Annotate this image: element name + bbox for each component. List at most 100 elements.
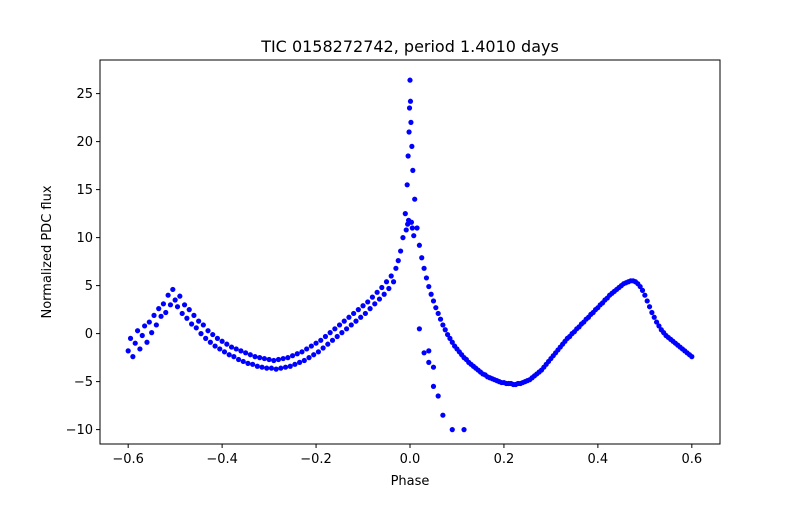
data-point — [186, 307, 192, 313]
y-tick-label: 25 — [76, 87, 93, 102]
data-point — [252, 354, 258, 360]
data-point — [644, 298, 650, 304]
y-tick-label: 0 — [85, 327, 93, 342]
data-point — [217, 346, 223, 352]
data-point — [408, 219, 415, 225]
data-point — [656, 323, 662, 329]
y-tick-label: 15 — [76, 183, 93, 198]
data-point — [228, 344, 235, 350]
data-point — [313, 340, 319, 346]
data-point — [419, 255, 425, 261]
data-point — [271, 357, 277, 364]
y-tick-label: −5 — [74, 375, 93, 390]
data-point — [188, 321, 195, 327]
data-point — [156, 306, 162, 312]
y-tick-label: 5 — [85, 279, 93, 294]
data-point — [266, 356, 272, 363]
data-point — [406, 129, 412, 135]
data-point — [280, 355, 286, 362]
x-tick-label: −0.4 — [206, 452, 238, 467]
data-point — [163, 309, 169, 316]
data-point — [299, 349, 305, 355]
data-point — [149, 330, 155, 336]
data-point — [372, 301, 378, 307]
data-point — [367, 306, 373, 312]
data-point — [447, 335, 453, 341]
x-axis: −0.6 −0.4 −0.2 0.0 0.2 0.4 0.6 — [112, 444, 702, 467]
data-point — [376, 296, 383, 302]
data-point — [374, 289, 380, 295]
data-point — [440, 322, 446, 328]
data-point — [196, 318, 202, 324]
plot-frame — [99, 59, 721, 445]
y-tick-label: 10 — [76, 231, 93, 246]
data-point — [440, 412, 446, 418]
data-point — [651, 314, 657, 320]
data-point — [226, 352, 232, 358]
data-point — [395, 258, 401, 264]
data-point — [449, 339, 455, 345]
data-point — [250, 361, 256, 367]
data-point — [235, 356, 242, 363]
data-point — [210, 331, 216, 338]
data-point — [642, 292, 648, 298]
data-point — [421, 265, 427, 271]
scatter-points — [125, 77, 695, 433]
data-point — [257, 355, 263, 361]
data-point — [407, 98, 414, 104]
data-point — [416, 242, 422, 248]
data-point — [165, 292, 171, 298]
data-point — [334, 333, 340, 340]
x-tick-label: 0.2 — [494, 452, 515, 467]
data-point — [315, 349, 322, 355]
data-point — [430, 383, 437, 389]
data-point — [409, 225, 415, 231]
data-point — [449, 427, 455, 433]
y-axis-label: Normalized PDC flux — [40, 185, 55, 318]
data-point — [282, 364, 289, 370]
data-point — [649, 309, 655, 316]
data-point — [341, 318, 347, 324]
data-point — [278, 365, 284, 371]
data-point — [358, 314, 364, 320]
data-point — [381, 291, 387, 297]
data-point — [273, 366, 279, 372]
data-point — [353, 318, 359, 324]
data-point — [297, 359, 303, 365]
data-point — [191, 312, 197, 318]
data-point — [430, 298, 437, 304]
data-point — [289, 353, 296, 359]
data-point — [410, 167, 416, 173]
data-point — [639, 287, 646, 293]
data-point — [426, 359, 432, 365]
data-point — [444, 331, 451, 338]
data-point — [404, 182, 410, 188]
data-point — [423, 275, 430, 281]
data-point — [409, 143, 415, 149]
data-point — [637, 283, 643, 290]
data-point — [275, 356, 282, 363]
data-point — [435, 393, 441, 399]
data-point — [433, 305, 439, 311]
data-point — [346, 314, 352, 320]
y-tick-label: 20 — [76, 135, 93, 150]
data-point — [179, 310, 185, 317]
data-point — [134, 328, 141, 334]
data-point — [408, 119, 414, 125]
data-point — [398, 248, 404, 254]
data-point — [646, 304, 653, 310]
data-point — [151, 312, 157, 318]
data-point — [412, 196, 418, 202]
data-point — [301, 357, 307, 364]
x-tick-label: 0.0 — [400, 452, 421, 467]
data-point — [428, 291, 434, 297]
data-point — [198, 331, 204, 337]
data-point — [172, 297, 178, 303]
data-point — [207, 339, 213, 345]
data-point — [311, 352, 317, 358]
data-point — [322, 333, 329, 340]
data-point — [264, 365, 270, 371]
data-point — [130, 354, 136, 360]
